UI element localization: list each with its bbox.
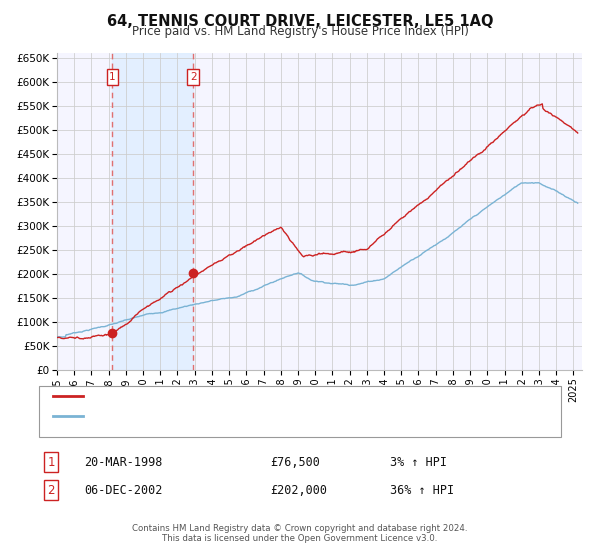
Text: 3% ↑ HPI: 3% ↑ HPI: [390, 455, 447, 469]
Text: 64, TENNIS COURT DRIVE, LEICESTER, LE5 1AQ (detached house): 64, TENNIS COURT DRIVE, LEICESTER, LE5 1…: [90, 391, 430, 401]
Text: £202,000: £202,000: [270, 483, 327, 497]
Bar: [112, 53, 193, 370]
Text: 2: 2: [47, 483, 55, 497]
Text: 64, TENNIS COURT DRIVE, LEICESTER, LE5 1AQ: 64, TENNIS COURT DRIVE, LEICESTER, LE5 1…: [107, 14, 493, 29]
Text: HPI: Average price, detached house, Leicester: HPI: Average price, detached house, Leic…: [90, 411, 331, 421]
Text: 1: 1: [47, 455, 55, 469]
Text: This data is licensed under the Open Government Licence v3.0.: This data is licensed under the Open Gov…: [163, 534, 437, 543]
Text: Price paid vs. HM Land Registry's House Price Index (HPI): Price paid vs. HM Land Registry's House …: [131, 25, 469, 38]
Text: 06-DEC-2002: 06-DEC-2002: [84, 483, 163, 497]
Text: 36% ↑ HPI: 36% ↑ HPI: [390, 483, 454, 497]
Text: 2: 2: [190, 72, 197, 82]
Text: 20-MAR-1998: 20-MAR-1998: [84, 455, 163, 469]
Text: Contains HM Land Registry data © Crown copyright and database right 2024.: Contains HM Land Registry data © Crown c…: [132, 524, 468, 533]
Text: £76,500: £76,500: [270, 455, 320, 469]
Text: 1: 1: [109, 72, 116, 82]
